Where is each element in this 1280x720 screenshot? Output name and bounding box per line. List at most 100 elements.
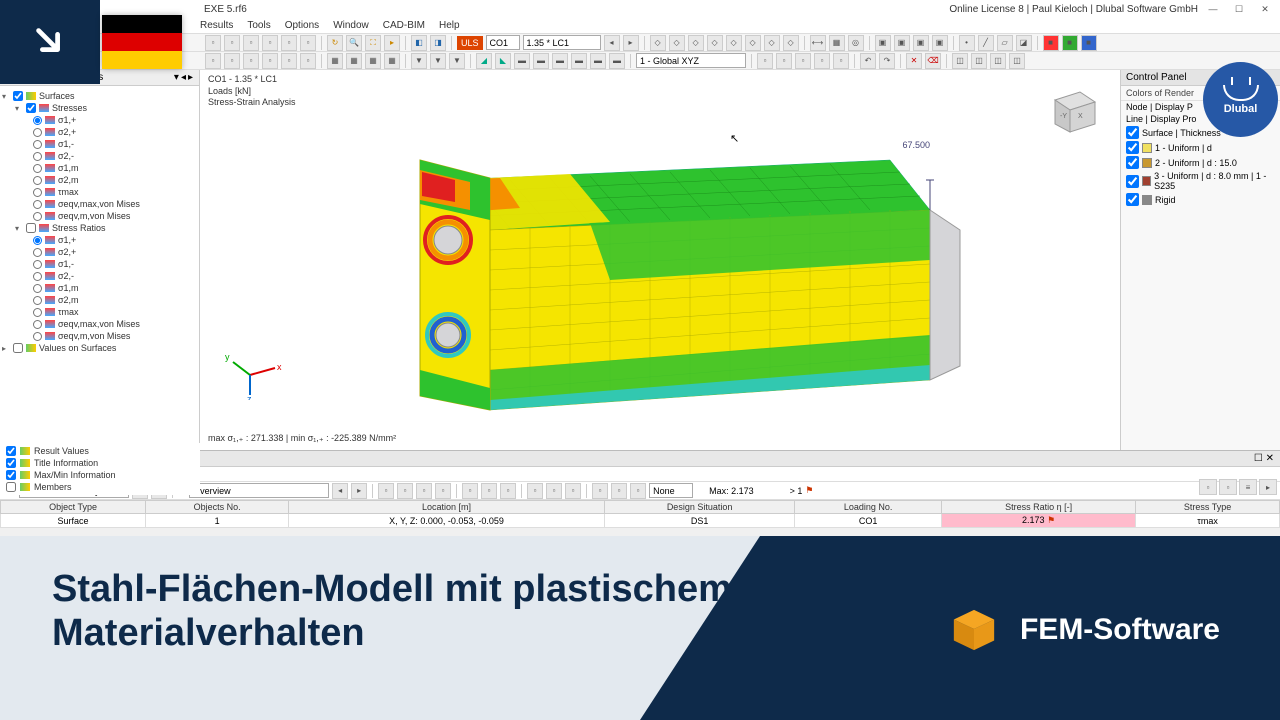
tb2-iso4-icon[interactable]: ▬ (533, 53, 549, 69)
tree-stress-item[interactable]: σ1,m (2, 162, 197, 174)
cpanel-item[interactable]: 3 - Uniform | d : 8.0 mm | 1 - S235 (1121, 170, 1280, 192)
tb2-iso3-icon[interactable]: ▬ (514, 53, 530, 69)
errors-t2-icon[interactable]: ▫ (397, 483, 413, 499)
tb-render3-icon[interactable]: ▣ (913, 35, 929, 51)
tb-view8-icon[interactable]: ◇ (783, 35, 799, 51)
errors-t10-icon[interactable]: ▫ (565, 483, 581, 499)
tb2-g3-icon[interactable]: ▫ (795, 53, 811, 69)
tb-surf-icon[interactable]: ▱ (997, 35, 1013, 51)
errors-t4-icon[interactable]: ▫ (435, 483, 451, 499)
col-loading-no[interactable]: Loading No. (795, 501, 942, 514)
tb2-filter1-icon[interactable]: ▼ (411, 53, 427, 69)
tb-fit-icon[interactable]: ⛶ (365, 35, 381, 51)
tb-snap-icon[interactable]: ◎ (848, 35, 864, 51)
tb2-mesh3-icon[interactable]: ▦ (365, 53, 381, 69)
cpanel-item[interactable]: Rigid (1121, 192, 1280, 207)
tb-refresh-icon[interactable]: ↻ (327, 35, 343, 51)
tree-stress-item[interactable]: σ2,m (2, 174, 197, 186)
tb2-4-icon[interactable]: ▫ (262, 53, 278, 69)
tree-stress-item[interactable]: σeqv,max,von Mises (2, 198, 197, 210)
tb-solid-icon[interactable]: ◪ (1016, 35, 1032, 51)
errors-t5-icon[interactable]: ▫ (462, 483, 478, 499)
tb-dim-icon[interactable]: ⟷ (810, 35, 826, 51)
col-object-type[interactable]: Object Type (1, 501, 146, 514)
tb-prev-icon[interactable]: ◂ (604, 35, 620, 51)
tb-new-icon[interactable]: ▫ (205, 35, 221, 51)
errors-t7-icon[interactable]: ▫ (500, 483, 516, 499)
tree-surfaces[interactable]: ▾Surfaces (2, 90, 197, 102)
tb2-clear-icon[interactable]: ⌫ (925, 53, 941, 69)
errors-nav1-icon[interactable]: ◂ (332, 483, 348, 499)
tree-stress-item[interactable]: σ2,+ (2, 126, 197, 138)
tb2-iso2-icon[interactable]: ◣ (495, 53, 511, 69)
tree-stress-item[interactable]: σ2,m (2, 294, 197, 306)
tb2-iso5-icon[interactable]: ▬ (552, 53, 568, 69)
tb-grid-icon[interactable]: ▦ (829, 35, 845, 51)
col-objects-no[interactable]: Objects No. (146, 501, 289, 514)
tree-stress-item[interactable]: τmax (2, 186, 197, 198)
cpanel-surface-check[interactable] (1126, 126, 1139, 139)
tb-view7-icon[interactable]: ◇ (764, 35, 780, 51)
tb2-2-icon[interactable]: ▫ (224, 53, 240, 69)
tb2-filter3-icon[interactable]: ▼ (449, 53, 465, 69)
tb2-cube1-icon[interactable]: ◫ (952, 53, 968, 69)
tree-stress-item[interactable]: σ1,- (2, 258, 197, 270)
tb2-iso1-icon[interactable]: ◢ (476, 53, 492, 69)
tb2-3-icon[interactable]: ▫ (243, 53, 259, 69)
tree-stress-item[interactable]: σ1,+ (2, 234, 197, 246)
tb-view2-icon[interactable]: ◇ (669, 35, 685, 51)
tb-copy-icon[interactable]: ▫ (281, 35, 297, 51)
menu-help[interactable]: Help (439, 20, 460, 31)
tb-render2-icon[interactable]: ▣ (894, 35, 910, 51)
tb-view5-icon[interactable]: ◇ (726, 35, 742, 51)
cpanel-item[interactable]: 2 - Uniform | d : 15.0 (1121, 155, 1280, 170)
tb2-1-icon[interactable]: ▫ (205, 53, 221, 69)
tb2-cube3-icon[interactable]: ◫ (990, 53, 1006, 69)
tb-paste-icon[interactable]: ▫ (300, 35, 316, 51)
surfaces-checkbox[interactable] (13, 91, 23, 101)
errors-t13-icon[interactable]: ▫ (630, 483, 646, 499)
viewport-3d[interactable]: CO1 - 1.35 * LC1 Loads [kN] Stress-Strai… (200, 70, 1120, 450)
tree-stress-item[interactable]: σ1,m (2, 282, 197, 294)
maximize-button[interactable]: ☐ (1228, 2, 1250, 16)
title-info-check[interactable]: Title Information (6, 457, 194, 469)
tb2-redo-icon[interactable]: ↷ (879, 53, 895, 69)
tree-stress-item[interactable]: σ2,- (2, 270, 197, 282)
cpanel-item[interactable]: 1 - Uniform | d (1121, 140, 1280, 155)
tb-color2-icon[interactable]: ■ (1062, 35, 1078, 51)
tb-calc-icon[interactable]: ▸ (384, 35, 400, 51)
tree-stress-item[interactable]: σeqv,max,von Mises (2, 318, 197, 330)
tb2-g2-icon[interactable]: ▫ (776, 53, 792, 69)
tb-results-icon[interactable]: ◨ (430, 35, 446, 51)
errors-combo2[interactable]: Overview (189, 483, 329, 498)
tb2-mesh2-icon[interactable]: ▦ (346, 53, 362, 69)
tb-next-icon[interactable]: ▸ (623, 35, 639, 51)
tb2-mesh1-icon[interactable]: ▦ (327, 53, 343, 69)
values-checkbox[interactable] (13, 343, 23, 353)
tree-stress-item[interactable]: σeqv,m,von Mises (2, 330, 197, 342)
tb2-filter2-icon[interactable]: ▼ (430, 53, 446, 69)
tb-render1-icon[interactable]: ▣ (875, 35, 891, 51)
tree-stresses[interactable]: ▾Stresses (2, 102, 197, 114)
tb-save-icon[interactable]: ▫ (243, 35, 259, 51)
tb-view6-icon[interactable]: ◇ (745, 35, 761, 51)
cpanel-tool1-icon[interactable]: ▫ (1199, 479, 1217, 495)
lc-combo[interactable]: 1.35 * LC1 (523, 35, 601, 50)
tb-color1-icon[interactable]: ■ (1043, 35, 1059, 51)
tb2-g5-icon[interactable]: ▫ (833, 53, 849, 69)
tb-zoom-icon[interactable]: 🔍 (346, 35, 362, 51)
tb-color3-icon[interactable]: ■ (1081, 35, 1097, 51)
errors-t12-icon[interactable]: ▫ (611, 483, 627, 499)
tb-node-icon[interactable]: • (959, 35, 975, 51)
tree-stress-item[interactable]: σeqv,m,von Mises (2, 210, 197, 222)
errors-t8-icon[interactable]: ▫ (527, 483, 543, 499)
cpanel-tool4-icon[interactable]: ▸ (1259, 479, 1277, 495)
errors-filter-combo[interactable]: None (649, 483, 693, 498)
tb2-iso6-icon[interactable]: ▬ (571, 53, 587, 69)
errors-close-icon[interactable]: ✕ (1266, 453, 1274, 464)
tb-view3-icon[interactable]: ◇ (688, 35, 704, 51)
errors-max-icon[interactable]: ☐ (1254, 453, 1263, 464)
tb2-cube2-icon[interactable]: ◫ (971, 53, 987, 69)
tb2-iso8-icon[interactable]: ▬ (609, 53, 625, 69)
uls-badge[interactable]: ULS (457, 36, 483, 50)
